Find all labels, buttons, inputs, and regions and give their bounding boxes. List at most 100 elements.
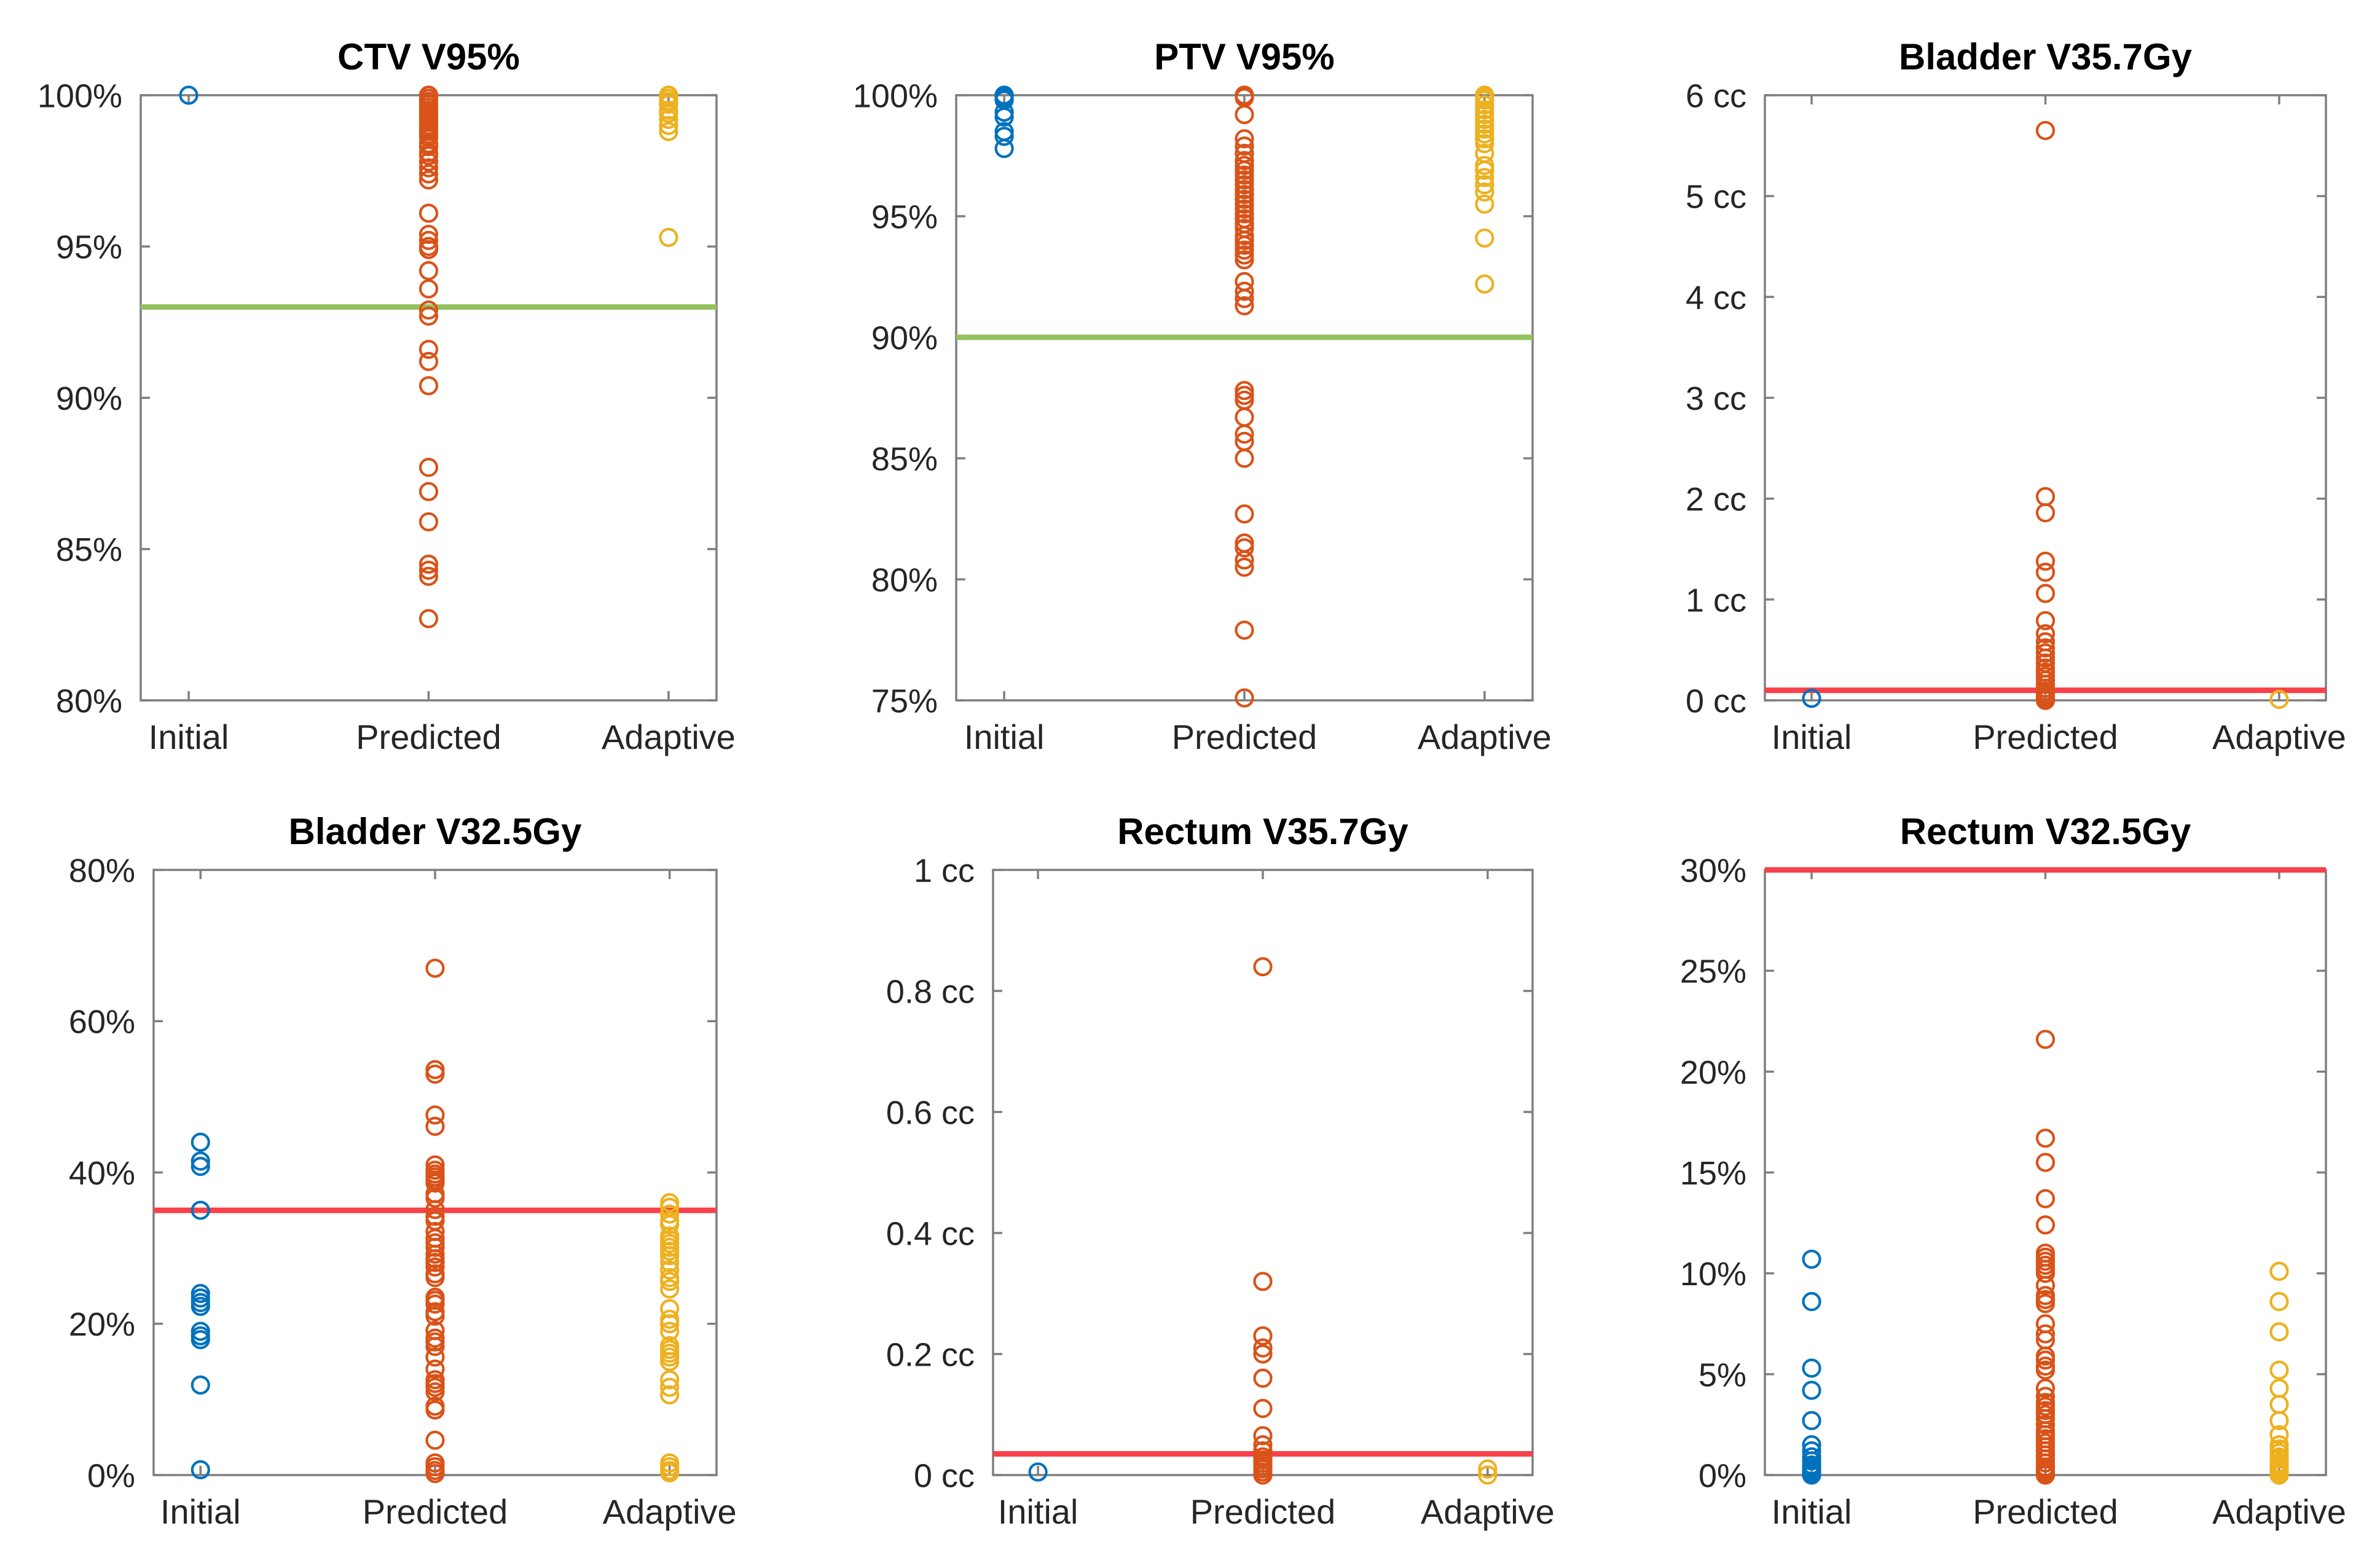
data-point — [1475, 95, 1494, 115]
data-point — [425, 1064, 445, 1084]
data-point — [425, 1257, 445, 1277]
data-point — [994, 139, 1014, 159]
data-point — [1475, 274, 1494, 294]
data-point — [425, 1155, 445, 1175]
data-point — [1235, 688, 1254, 708]
data-point — [2035, 691, 2056, 710]
data-point — [1235, 235, 1254, 255]
ptv-v95-plot: 75% 80% 85% 90% 95% 100% Initial Predicted Adapt… — [853, 77, 1552, 756]
data-point — [2269, 1261, 2289, 1281]
data-point — [1235, 199, 1254, 219]
data-point — [1802, 1292, 1821, 1312]
data-point — [1235, 281, 1254, 301]
data-point — [660, 1279, 680, 1299]
data-point — [1235, 381, 1254, 401]
data-point — [1253, 1426, 1273, 1446]
data-point — [660, 1272, 680, 1291]
data-point — [418, 152, 439, 171]
data-point — [1235, 250, 1254, 270]
series-predicted — [1235, 85, 1254, 708]
y-tick-label: 20% — [69, 1306, 135, 1343]
y-tick-label: 1 cc — [914, 852, 975, 889]
data-point — [660, 1463, 680, 1482]
data-point — [1478, 1459, 1498, 1479]
data-point — [1235, 245, 1254, 265]
series-adaptive — [1478, 1459, 1498, 1485]
data-point — [1253, 1326, 1273, 1346]
data-point — [1235, 272, 1254, 291]
data-point — [2035, 1324, 2056, 1344]
data-point — [1475, 100, 1494, 120]
data-point — [190, 1132, 210, 1152]
y-tick-label: 6 cc — [1686, 77, 1746, 114]
x-category-label: Adaptive — [2212, 718, 2346, 756]
data-point — [425, 1116, 445, 1136]
data-point — [190, 1157, 210, 1176]
x-category-label: Initial — [149, 718, 229, 756]
y-tick-label: 85% — [56, 531, 122, 568]
data-point — [1235, 620, 1254, 640]
data-point — [418, 279, 439, 299]
y-tick-label: 30% — [1680, 852, 1746, 889]
panel-title: Bladder V35.7Gy — [1899, 36, 2192, 77]
series-initial — [190, 1132, 210, 1479]
y-tick-label: 80% — [69, 852, 135, 889]
data-point — [1235, 204, 1254, 224]
y-tick-label: 100% — [853, 77, 938, 114]
y-tick-label: 5% — [1699, 1356, 1746, 1393]
data-point — [1475, 129, 1494, 149]
data-point — [2269, 1292, 2289, 1312]
data-point — [418, 261, 439, 281]
data-point — [1253, 1435, 1273, 1455]
y-tick-label: 25% — [1680, 953, 1746, 990]
y-tick-label: 2 cc — [1686, 481, 1746, 518]
data-point — [2035, 1275, 2056, 1295]
data-point — [1253, 1344, 1273, 1364]
data-point — [1802, 1358, 1821, 1378]
y-tick-label: 0% — [1699, 1457, 1746, 1494]
series-adaptive — [660, 1193, 680, 1482]
y-tick-label: 0.2 cc — [886, 1336, 975, 1373]
data-point — [1475, 194, 1494, 214]
data-point — [660, 1246, 680, 1266]
y-tick-label: 15% — [1680, 1155, 1746, 1192]
data-point — [2035, 1153, 2056, 1172]
data-point — [1235, 385, 1254, 405]
data-point — [425, 1268, 445, 1288]
data-point — [660, 1260, 680, 1280]
y-tick-label: 0.8 cc — [886, 973, 975, 1010]
data-point — [425, 1400, 445, 1420]
data-point — [2035, 1360, 2056, 1380]
data-point — [190, 1296, 210, 1317]
data-point — [418, 458, 439, 477]
data-point — [425, 1347, 445, 1367]
data-point — [1235, 225, 1254, 246]
data-point — [418, 146, 439, 166]
y-tick-label: 5 cc — [1686, 179, 1746, 216]
rectum-v35-7gy-plot: 0 cc 0.2 cc 0.4 cc 0.6 cc 0.8 cc 1 cc Initial P… — [886, 852, 1555, 1531]
panel-title: PTV V95% — [1154, 36, 1335, 77]
series-initial — [1802, 689, 1821, 708]
data-point — [2269, 1465, 2289, 1485]
data-point — [1235, 151, 1254, 170]
data-point — [418, 158, 439, 178]
x-category-label: Predicted — [1172, 718, 1318, 756]
data-point — [2035, 1415, 2056, 1435]
data-point — [425, 1294, 445, 1314]
data-point — [1235, 160, 1254, 180]
data-point — [190, 1330, 210, 1350]
y-tick-label: 95% — [871, 198, 938, 235]
data-point — [418, 340, 439, 359]
x-category-label: Predicted — [356, 718, 501, 756]
data-point — [2035, 648, 2056, 668]
data-point — [659, 109, 678, 129]
y-tick-label: 100% — [37, 77, 122, 114]
x-category-label: Predicted — [363, 1492, 508, 1531]
data-point — [1235, 424, 1254, 444]
data-point — [418, 609, 439, 628]
data-point — [1475, 109, 1494, 129]
x-category-label: Adaptive — [1421, 1492, 1555, 1531]
data-point — [1475, 104, 1494, 125]
data-point — [418, 482, 439, 501]
data-point — [2035, 551, 2056, 571]
